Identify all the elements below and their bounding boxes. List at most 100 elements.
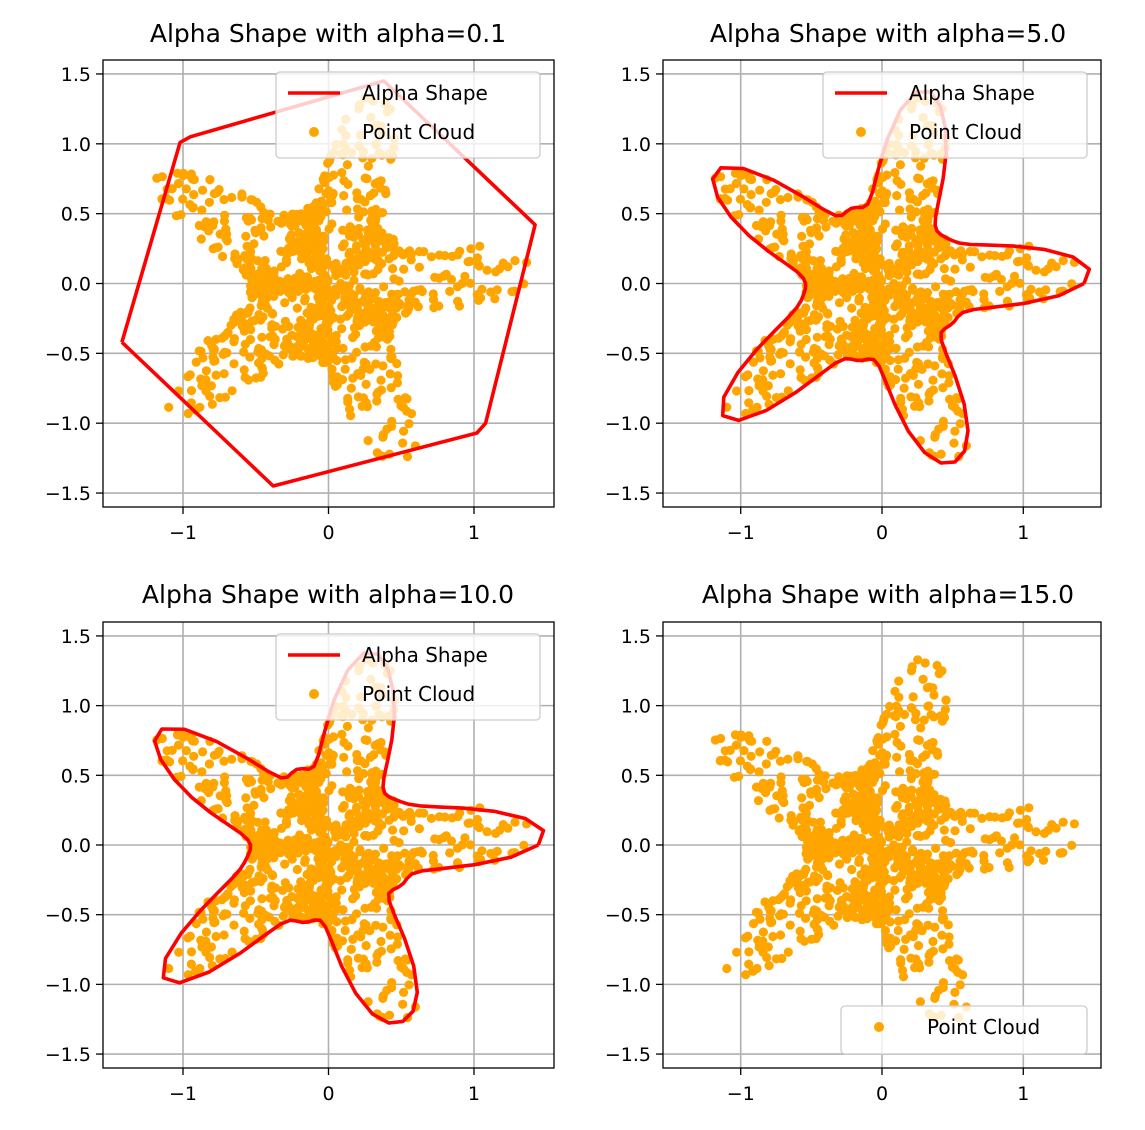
data-point (922, 899, 932, 909)
y-tick-label: −0.5 (45, 343, 91, 365)
data-point (811, 833, 821, 844)
data-point (930, 310, 940, 320)
data-point (761, 226, 771, 236)
data-point (818, 215, 829, 225)
data-point (735, 194, 746, 204)
data-point (372, 957, 382, 967)
data-point (898, 783, 908, 793)
data-point (256, 372, 266, 382)
data-point (360, 878, 370, 889)
data-point (218, 349, 228, 359)
data-point (376, 375, 386, 385)
data-point (955, 980, 965, 990)
plot-area (120, 79, 537, 488)
alpha-shape-line (710, 90, 1092, 465)
data-point (171, 211, 182, 221)
y-tick-label: 1.0 (621, 696, 651, 718)
data-point (191, 919, 201, 929)
data-point (320, 288, 330, 298)
data-point (853, 798, 863, 808)
data-point (843, 771, 853, 782)
data-point (979, 856, 989, 866)
data-point (219, 930, 229, 940)
data-point (870, 334, 880, 344)
data-point (394, 276, 404, 286)
data-point (886, 343, 896, 353)
data-point (385, 331, 395, 341)
data-point (382, 985, 392, 995)
data-point (959, 286, 970, 296)
data-point (345, 222, 355, 232)
data-point (253, 256, 263, 266)
data-point (392, 378, 402, 388)
data-point (915, 997, 926, 1007)
data-point (876, 880, 886, 890)
data-point (245, 896, 255, 906)
data-point (748, 357, 759, 367)
data-point (854, 229, 864, 239)
data-point (360, 317, 370, 327)
data-point (232, 259, 242, 269)
data-point (300, 791, 310, 801)
data-point (445, 286, 455, 296)
data-point (210, 917, 220, 927)
data-point (328, 732, 339, 742)
data-point (327, 364, 337, 374)
data-point (460, 271, 470, 281)
data-point (905, 204, 915, 214)
data-point (196, 234, 206, 244)
data-point (894, 263, 904, 273)
data-point (474, 822, 484, 833)
data-point (237, 189, 247, 199)
data-point (344, 309, 354, 319)
data-point (355, 845, 365, 855)
data-point (392, 312, 402, 323)
data-point (360, 831, 370, 841)
data-point (813, 352, 823, 362)
data-point (911, 253, 921, 263)
x-tick-label: −1 (169, 522, 197, 544)
data-point (893, 854, 903, 865)
data-point (915, 860, 925, 871)
data-point (352, 241, 362, 251)
data-point (257, 263, 267, 274)
data-point (386, 383, 396, 393)
data-point (801, 896, 811, 906)
data-point (946, 838, 956, 848)
data-point (197, 767, 207, 777)
data-point (922, 683, 933, 693)
data-point (320, 849, 330, 859)
data-point (913, 735, 923, 745)
data-point (957, 816, 967, 827)
data-point (880, 219, 890, 229)
data-point (939, 303, 949, 313)
data-point (331, 892, 341, 902)
data-point (296, 315, 306, 325)
data-point (403, 306, 413, 316)
data-point (446, 274, 457, 285)
data-point (327, 857, 337, 867)
data-point (814, 849, 824, 859)
data-point (204, 787, 214, 798)
data-point (258, 352, 268, 362)
data-point (769, 187, 779, 197)
data-point (352, 194, 362, 204)
data-point (498, 820, 508, 830)
data-point (778, 229, 788, 239)
data-point (352, 766, 363, 776)
data-point (183, 408, 193, 419)
data-point (245, 774, 255, 785)
legend-label: Alpha Shape (362, 81, 488, 105)
data-point (811, 933, 821, 944)
data-point (426, 813, 436, 824)
data-point (833, 911, 843, 921)
data-point (890, 729, 900, 740)
data-point (902, 828, 912, 839)
data-point (862, 233, 872, 243)
data-point (278, 350, 288, 360)
data-point (794, 347, 805, 357)
data-point (836, 248, 846, 258)
data-point (710, 735, 720, 745)
data-point (332, 343, 342, 353)
data-point (868, 746, 878, 756)
